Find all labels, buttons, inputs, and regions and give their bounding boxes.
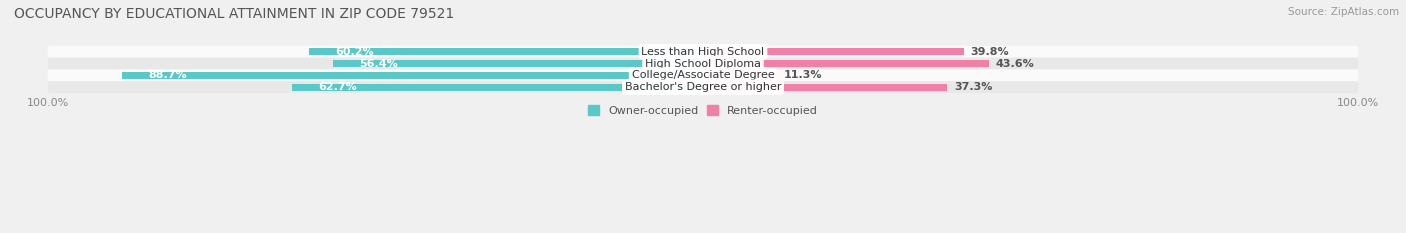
Text: OCCUPANCY BY EDUCATIONAL ATTAINMENT IN ZIP CODE 79521: OCCUPANCY BY EDUCATIONAL ATTAINMENT IN Z… bbox=[14, 7, 454, 21]
Bar bbox=[703, 72, 778, 79]
Text: Source: ZipAtlas.com: Source: ZipAtlas.com bbox=[1288, 7, 1399, 17]
FancyBboxPatch shape bbox=[48, 81, 1358, 93]
Text: 11.3%: 11.3% bbox=[783, 70, 823, 80]
Text: 60.2%: 60.2% bbox=[335, 47, 374, 57]
Bar bbox=[703, 84, 948, 91]
Bar bbox=[308, 48, 703, 55]
Text: High School Diploma: High School Diploma bbox=[645, 58, 761, 69]
Text: 62.7%: 62.7% bbox=[318, 82, 357, 92]
Text: College/Associate Degree: College/Associate Degree bbox=[631, 70, 775, 80]
Legend: Owner-occupied, Renter-occupied: Owner-occupied, Renter-occupied bbox=[586, 103, 820, 118]
Bar bbox=[703, 60, 988, 67]
Text: Less than High School: Less than High School bbox=[641, 47, 765, 57]
Bar bbox=[292, 84, 703, 91]
FancyBboxPatch shape bbox=[48, 69, 1358, 81]
FancyBboxPatch shape bbox=[48, 58, 1358, 69]
Bar bbox=[122, 72, 703, 79]
Text: Bachelor's Degree or higher: Bachelor's Degree or higher bbox=[624, 82, 782, 92]
Text: 43.6%: 43.6% bbox=[995, 58, 1033, 69]
Bar bbox=[703, 48, 963, 55]
Text: 88.7%: 88.7% bbox=[148, 70, 187, 80]
Text: 37.3%: 37.3% bbox=[953, 82, 993, 92]
FancyBboxPatch shape bbox=[48, 46, 1358, 58]
Text: 56.4%: 56.4% bbox=[360, 58, 398, 69]
Text: 39.8%: 39.8% bbox=[970, 47, 1010, 57]
Bar bbox=[333, 60, 703, 67]
